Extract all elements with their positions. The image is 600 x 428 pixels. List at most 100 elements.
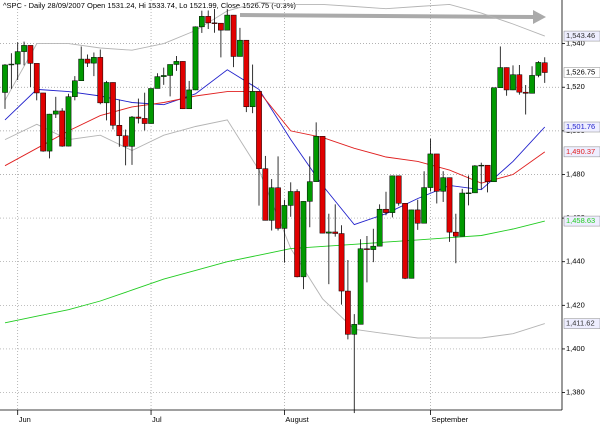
- overlays: [4, 1, 546, 339]
- indicator-line: [4, 69, 546, 226]
- trend-arrow: [239, 10, 546, 24]
- last-value-label: 1,411.62: [566, 319, 595, 328]
- candle: [8, 53, 15, 89]
- candle-body: [529, 75, 535, 94]
- x-tick-label: August: [285, 415, 309, 424]
- candle-body: [478, 164, 485, 167]
- candle: [389, 175, 396, 218]
- candle-body: [218, 22, 224, 31]
- candle: [103, 80, 110, 121]
- candle: [453, 213, 459, 264]
- candle-body: [52, 110, 59, 115]
- candle: [249, 64, 256, 114]
- candle: [243, 39, 250, 113]
- candle-body: [40, 92, 46, 152]
- y-tick-label: 1,540: [566, 39, 585, 48]
- candle-body: [275, 187, 281, 229]
- candle-body: [357, 248, 364, 325]
- candle: [395, 175, 402, 206]
- indicator-line: [4, 119, 545, 339]
- last-value-label: 1,501.76: [566, 122, 595, 131]
- candle: [262, 155, 269, 221]
- candle: [148, 88, 154, 124]
- candle: [408, 209, 415, 279]
- candle: [256, 91, 262, 206]
- y-tick-label: 1,380: [566, 388, 585, 397]
- candle: [33, 63, 40, 101]
- y-tick-label: 1,420: [566, 300, 585, 309]
- candle-body: [91, 57, 97, 64]
- candle: [319, 136, 326, 234]
- candle: [287, 182, 294, 217]
- candle: [91, 52, 97, 77]
- candle-body: [287, 191, 294, 206]
- chart-title: ^SPC - Daily 28/09/2007 Open 1531.24, Hi…: [3, 1, 296, 10]
- candle-body: [199, 16, 205, 28]
- candle: [275, 156, 281, 231]
- candle-body: [135, 116, 142, 119]
- candle: [364, 235, 370, 283]
- candle-body: [268, 187, 275, 221]
- indicator-line: [4, 1, 545, 101]
- candle: [167, 64, 173, 97]
- candle: [230, 14, 237, 68]
- y-tick-label: 1,440: [566, 257, 585, 266]
- candle: [459, 188, 466, 237]
- last-value-box: [563, 30, 600, 42]
- candle-body: [262, 168, 269, 221]
- candle-body: [141, 118, 148, 124]
- last-value-label: 1,526.75: [566, 67, 595, 76]
- candle: [78, 46, 85, 82]
- candle-body: [313, 136, 319, 182]
- candle: [281, 199, 288, 263]
- candle: [510, 65, 516, 91]
- candle: [338, 225, 345, 305]
- candle: [224, 8, 231, 31]
- candle: [421, 171, 427, 224]
- candle: [192, 26, 199, 91]
- candle-body: [351, 324, 358, 335]
- candle-body: [230, 14, 237, 57]
- x-tick-label: September: [431, 415, 468, 424]
- candle-body: [148, 88, 154, 124]
- candle-body: [376, 208, 383, 247]
- candle: [52, 96, 59, 118]
- candle: [478, 162, 485, 190]
- candle: [414, 199, 421, 230]
- candle: [484, 164, 491, 193]
- candle-body: [408, 209, 415, 279]
- candle-body: [33, 63, 40, 94]
- candle-body: [211, 22, 218, 24]
- candle: [326, 213, 332, 285]
- candle: [2, 64, 8, 109]
- candle-body: [65, 96, 72, 147]
- candle-body: [173, 61, 180, 65]
- candle-body: [491, 87, 497, 183]
- candle: [141, 92, 148, 131]
- candle: [433, 153, 440, 204]
- y-tick-label: 1,520: [566, 82, 585, 91]
- candle-body: [192, 26, 199, 91]
- candle: [40, 92, 46, 152]
- candle-body: [459, 192, 466, 237]
- candle-body: [59, 110, 65, 147]
- candle-body: [516, 74, 523, 93]
- candle: [522, 85, 529, 115]
- candle-body: [427, 153, 434, 188]
- candle-body: [243, 39, 250, 108]
- candle: [84, 54, 91, 67]
- candle-body: [472, 165, 478, 194]
- candle-body: [395, 175, 402, 204]
- candle-body: [440, 177, 446, 192]
- candle: [173, 56, 180, 71]
- candle-body: [224, 14, 231, 31]
- candle-body: [84, 58, 91, 64]
- candle-body: [364, 248, 370, 250]
- candle-body: [522, 91, 529, 94]
- candle: [21, 41, 27, 66]
- candle-body: [281, 205, 288, 229]
- candle-body: [294, 191, 300, 278]
- candle-body: [110, 82, 116, 126]
